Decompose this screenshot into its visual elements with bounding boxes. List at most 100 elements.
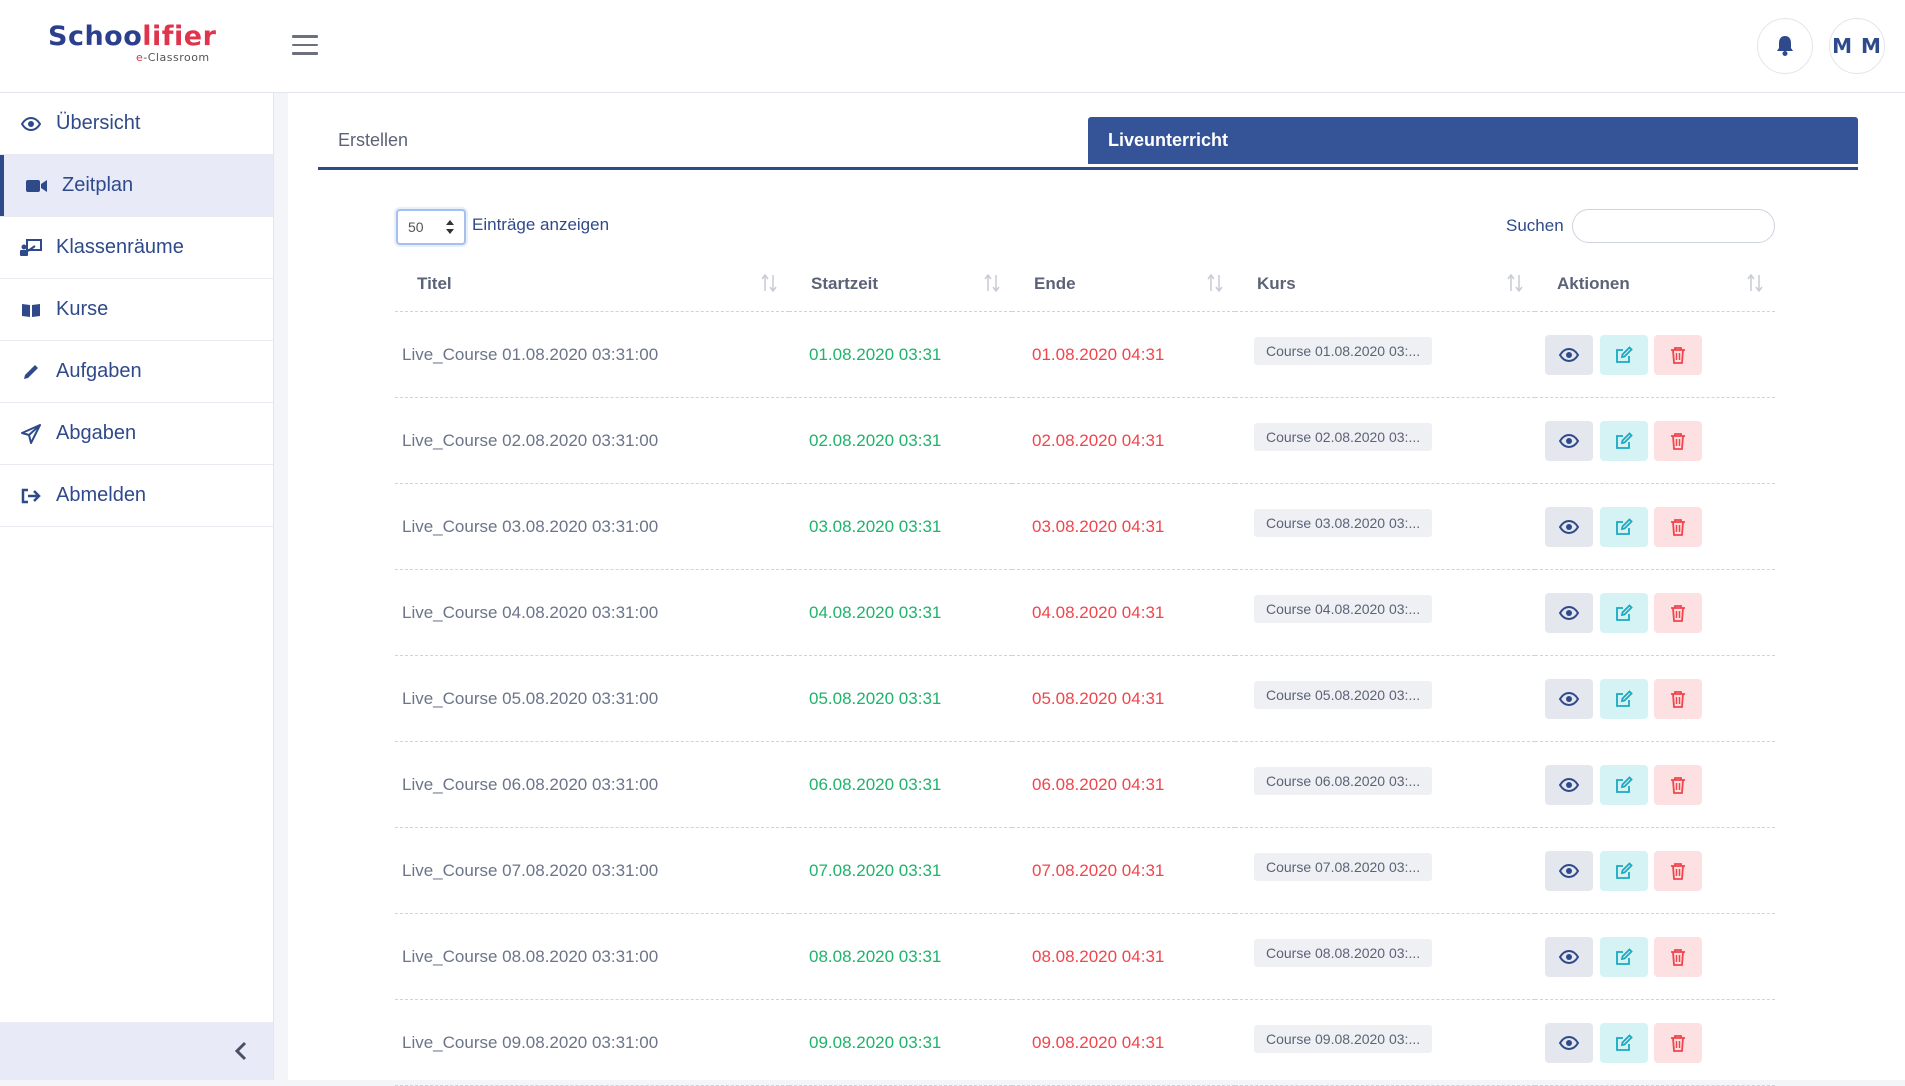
sidebar-item-label: Klassenräume (56, 236, 184, 258)
sidebar-item-klassenraeume[interactable]: Klassenräume (0, 217, 273, 279)
sidebar-item-aufgaben[interactable]: Aufgaben (0, 341, 273, 403)
schoolifier-logo[interactable]: Schoolifier e-Classroom (48, 22, 233, 68)
edit-icon (1615, 775, 1633, 793)
cell-title: Live_Course 01.08.2020 03:31:00 (395, 311, 789, 398)
cell-title: Live_Course 02.08.2020 03:31:00 (395, 397, 789, 484)
cell-title: Live_Course 04.08.2020 03:31:00 (395, 569, 789, 656)
column-label: Titel (417, 274, 452, 293)
live-lessons-table: Titel Startzeit Ende Kurs Aktionen Live_… (395, 257, 1775, 1086)
sort-icon (1747, 274, 1763, 292)
column-header-startzeit[interactable]: Startzeit (789, 257, 1012, 312)
edit-button[interactable] (1599, 592, 1648, 633)
cell-course: Course 07.08.2020 03:... (1235, 827, 1535, 914)
edit-icon (1615, 517, 1633, 535)
view-button[interactable] (1545, 678, 1593, 719)
edit-icon (1615, 431, 1633, 449)
cell-actions (1535, 741, 1775, 828)
cell-start-time: 06.08.2020 03:31 (789, 741, 1012, 828)
delete-button[interactable] (1654, 420, 1703, 461)
delete-button[interactable] (1654, 936, 1703, 977)
tab-erstellen[interactable]: Erstellen (338, 130, 409, 150)
menu-toggle-icon[interactable] (292, 35, 318, 57)
video-camera-icon (26, 175, 48, 197)
edit-button[interactable] (1599, 850, 1648, 891)
delete-button[interactable] (1654, 764, 1703, 805)
sort-icon (1507, 274, 1523, 292)
notifications-button[interactable] (1757, 18, 1813, 74)
edit-button[interactable] (1599, 936, 1648, 977)
edit-button[interactable] (1599, 506, 1648, 547)
eye-icon (1559, 863, 1579, 878)
logo-sub-e: e (136, 51, 144, 64)
view-button[interactable] (1545, 936, 1593, 977)
edit-button[interactable] (1599, 678, 1648, 719)
cell-title: Live_Course 06.08.2020 03:31:00 (395, 741, 789, 828)
table-header-row: Titel Startzeit Ende Kurs Aktionen (395, 257, 1775, 312)
view-button[interactable] (1545, 1022, 1593, 1063)
sidebar-item-abgaben[interactable]: Abgaben (0, 403, 273, 465)
column-label: Kurs (1257, 274, 1296, 293)
tab-liveunterricht[interactable]: Liveunterricht (1088, 117, 1858, 164)
edit-button[interactable] (1599, 420, 1648, 461)
delete-button[interactable] (1654, 1022, 1703, 1063)
view-button[interactable] (1545, 334, 1593, 375)
edit-button[interactable] (1599, 1022, 1648, 1063)
trash-icon (1671, 432, 1686, 450)
cell-actions (1535, 569, 1775, 656)
avatar-initials: M M (1832, 34, 1882, 58)
cell-actions (1535, 655, 1775, 742)
user-avatar-button[interactable]: M M (1829, 18, 1885, 74)
sort-icon (1207, 274, 1223, 292)
edit-icon (1615, 861, 1633, 879)
delete-button[interactable] (1654, 334, 1703, 375)
trash-icon (1671, 948, 1686, 966)
page-length-select[interactable]: 50 (396, 209, 466, 245)
cell-start-time: 01.08.2020 03:31 (789, 311, 1012, 398)
column-header-aktionen[interactable]: Aktionen (1535, 257, 1775, 312)
sign-out-icon (20, 485, 42, 507)
chevron-left-icon[interactable] (231, 1040, 253, 1062)
column-label: Startzeit (811, 274, 879, 293)
view-button[interactable] (1545, 506, 1593, 547)
trash-icon (1671, 518, 1686, 536)
cell-actions (1535, 311, 1775, 398)
edit-icon (1615, 603, 1633, 621)
sidebar-item-zeitplan[interactable]: Zeitplan (0, 155, 273, 217)
view-button[interactable] (1545, 764, 1593, 805)
edit-button[interactable] (1599, 764, 1648, 805)
delete-button[interactable] (1654, 592, 1703, 633)
cell-start-time: 09.08.2020 03:31 (789, 999, 1012, 1086)
edit-icon (1615, 345, 1633, 363)
column-header-ende[interactable]: Ende (1012, 257, 1235, 312)
cell-actions (1535, 999, 1775, 1086)
cell-actions (1535, 397, 1775, 484)
delete-button[interactable] (1654, 678, 1703, 719)
column-header-titel[interactable]: Titel (395, 257, 789, 312)
logo-sub-text: -Classroom (143, 51, 210, 64)
table-row: Live_Course 06.08.2020 03:31:00 06.08.202… (395, 741, 1775, 828)
delete-button[interactable] (1654, 506, 1703, 547)
trash-icon (1671, 1034, 1686, 1052)
trash-icon (1671, 690, 1686, 708)
course-badge: Course 06.08.2020 03:... (1254, 766, 1433, 795)
cell-end-time: 09.08.2020 04:31 (1012, 999, 1235, 1086)
edit-button[interactable] (1599, 334, 1648, 375)
delete-button[interactable] (1654, 850, 1703, 891)
search-input[interactable] (1572, 209, 1775, 243)
cell-end-time: 01.08.2020 04:31 (1012, 311, 1235, 398)
sidebar-item-kurse[interactable]: Kurse (0, 279, 273, 341)
cell-end-time: 06.08.2020 04:31 (1012, 741, 1235, 828)
sidebar-item-uebersicht[interactable]: Übersicht (0, 93, 273, 155)
sidebar-item-abmelden[interactable]: Abmelden (0, 465, 273, 527)
trash-icon (1671, 862, 1686, 880)
cell-course: Course 04.08.2020 03:... (1235, 569, 1535, 656)
edit-icon (1615, 689, 1633, 707)
column-header-kurs[interactable]: Kurs (1235, 257, 1535, 312)
course-badge: Course 03.08.2020 03:... (1254, 508, 1433, 537)
logo-text-part1: Schoo (48, 21, 143, 52)
pencil-icon (20, 361, 42, 383)
view-button[interactable] (1545, 592, 1593, 633)
table-body: Live_Course 01.08.2020 03:31:00 01.08.202… (395, 311, 1775, 1086)
view-button[interactable] (1545, 420, 1593, 461)
view-button[interactable] (1545, 850, 1593, 891)
